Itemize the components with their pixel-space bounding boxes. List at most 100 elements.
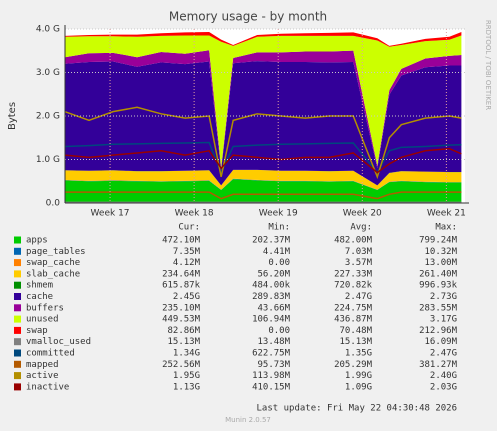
- area-series: [65, 50, 462, 171]
- legend-stat: 15.13M: [339, 337, 372, 347]
- legend-stat: 2.47G: [430, 349, 457, 359]
- legend-stat: 436.87M: [334, 315, 373, 325]
- legend-stat: 212.96M: [419, 326, 458, 336]
- line-series: [64, 106, 462, 180]
- legend-swatch: [14, 259, 21, 267]
- legend-entry: committed: [26, 349, 75, 359]
- legend-entry: cache: [26, 292, 53, 302]
- legend-entry: shmem: [26, 281, 53, 291]
- side-note: RRDTOOL / TOBI OETIKER: [484, 20, 492, 110]
- legend-stat: 3.17G: [430, 315, 457, 325]
- legend-stat: 43.66M: [257, 303, 290, 313]
- chart-title: Memory usage - by month: [169, 10, 327, 24]
- legend-swatch: [14, 247, 21, 255]
- legend-entry: apps: [26, 236, 48, 246]
- legend-stat: 1.99G: [345, 371, 372, 381]
- y-tick-label: 1.0 G: [36, 155, 60, 165]
- legend-stat: 113.98M: [252, 371, 291, 381]
- legend-stat: 615.87k: [162, 281, 201, 291]
- legend-entry: slab_cache: [26, 269, 80, 279]
- legend-stat: 235.10M: [162, 303, 201, 313]
- x-tick-label: Week 17: [91, 209, 130, 219]
- legend-stat: 1.09G: [345, 382, 372, 392]
- legend-swatch: [14, 315, 21, 323]
- legend-entry: swap: [26, 326, 48, 336]
- legend-header: Min:: [268, 223, 290, 233]
- legend-entry: mapped: [26, 360, 59, 370]
- legend-entry: active: [26, 371, 59, 381]
- legend-header: Avg:: [350, 223, 372, 233]
- legend-header: Max:: [435, 223, 457, 233]
- legend-swatch: [14, 326, 21, 334]
- legend-stat: 13.48M: [257, 337, 290, 347]
- legend-swatch: [14, 236, 21, 244]
- line-series: [65, 191, 462, 200]
- y-tick-label: 0.0: [46, 199, 61, 209]
- legend-stat: 283.55M: [419, 303, 458, 313]
- legend-stat: 224.75M: [334, 303, 373, 313]
- legend-swatch: [14, 304, 21, 312]
- line-series: [64, 147, 462, 174]
- legend-swatch: [14, 338, 21, 346]
- legend-stat: 227.33M: [334, 269, 373, 279]
- legend-stat: 2.40G: [430, 371, 457, 381]
- legend-stat: 2.45G: [173, 292, 200, 302]
- legend-swatch: [14, 293, 21, 300]
- legend-stat: 13.00M: [424, 258, 457, 268]
- legend-stat: 2.73G: [430, 292, 457, 302]
- legend-stat: 3.57M: [345, 258, 373, 268]
- y-tick-label: 3.0 G: [36, 68, 60, 78]
- legend-header: Cur:: [178, 223, 200, 233]
- x-tick-label: Week 20: [343, 209, 382, 219]
- legend-stat: 202.37M: [252, 236, 291, 246]
- last-update: Last update: Fri May 22 04:30:48 2026: [257, 404, 457, 414]
- legend-stat: 70.48M: [339, 326, 372, 336]
- legend-stat: 1.34G: [173, 349, 200, 359]
- area-series: [65, 61, 462, 186]
- legend-entry: page_tables: [26, 247, 86, 257]
- legend-stat: 381.27M: [419, 360, 458, 370]
- line-series: [64, 141, 462, 175]
- legend-stat: 0.00: [268, 326, 290, 336]
- legend-swatch: [14, 270, 21, 278]
- legend-stat: 2.03G: [430, 382, 457, 392]
- legend-stat: 799.24M: [419, 236, 458, 246]
- area-series: [65, 169, 462, 190]
- legend-stat: 15.13M: [167, 337, 200, 347]
- legend-swatch: [14, 349, 21, 357]
- legend-stat: 16.09M: [424, 337, 457, 347]
- legend-stat: 95.73M: [257, 360, 290, 370]
- x-tick-label: Week 18: [175, 209, 214, 219]
- legend-stat: 205.29M: [334, 360, 373, 370]
- legend-stat: 484.00k: [252, 281, 291, 291]
- x-tick-label: Week 21: [427, 209, 466, 219]
- legend-swatch: [14, 383, 21, 391]
- legend-stat: 4.41M: [263, 247, 291, 257]
- legend-stat: 996.93k: [419, 281, 458, 291]
- legend-swatch: [14, 281, 21, 289]
- y-tick-label: 4.0 G: [36, 25, 60, 35]
- legend-stat: 2.47G: [345, 292, 372, 302]
- legend-entry: swap_cache: [26, 258, 80, 268]
- legend-stat: 4.12M: [173, 258, 201, 268]
- legend-stat: 1.35G: [345, 349, 372, 359]
- legend-stat: 56.20M: [257, 269, 290, 279]
- legend-entry: vmalloc_used: [26, 337, 91, 347]
- legend-stat: 472.10M: [162, 236, 201, 246]
- area-series: [65, 178, 462, 190]
- legend-stat: 82.86M: [167, 326, 200, 336]
- legend-stat: 106.94M: [252, 315, 291, 325]
- version: Munin 2.0.57: [225, 416, 271, 424]
- legend-stat: 252.56M: [162, 360, 201, 370]
- legend-entry: unused: [26, 315, 59, 325]
- legend-entry: inactive: [26, 382, 69, 392]
- legend-stat: 482.00M: [334, 236, 373, 246]
- legend-stat: 234.64M: [162, 269, 201, 279]
- legend-stat: 7.35M: [173, 247, 201, 257]
- legend-swatch: [14, 372, 21, 380]
- legend-stat: 261.40M: [419, 269, 458, 279]
- legend-stat: 449.53M: [162, 315, 201, 325]
- legend-stat: 1.13G: [173, 382, 200, 392]
- legend-stat: 0.00: [268, 258, 290, 268]
